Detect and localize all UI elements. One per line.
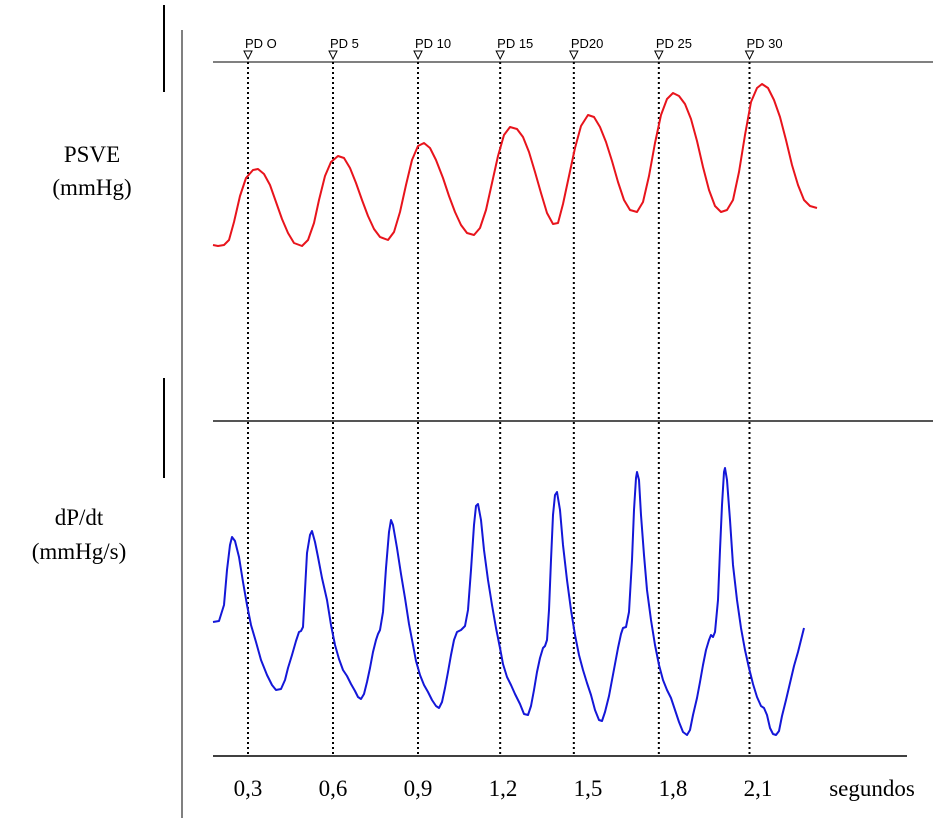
- marker-triangle-icon: [744, 50, 755, 61]
- x-tick-label: 0,6: [319, 776, 348, 801]
- marker-label: PD 15: [497, 36, 533, 51]
- marker-label: PD 10: [415, 36, 451, 51]
- psve-label: PSVE: [64, 142, 120, 167]
- psve-trace: [212, 83, 818, 247]
- x-tick-label: 0,9: [404, 776, 433, 801]
- x-tick-label: 1,8: [659, 776, 688, 801]
- psve-unit-label: (mmHg): [52, 175, 131, 200]
- marker-triangle-icon: [495, 50, 505, 61]
- marker-label: PD O: [245, 36, 277, 51]
- x-tick-label: 2,1: [744, 776, 773, 801]
- marker-label: PD20: [571, 36, 604, 51]
- marker-label: PD 25: [656, 36, 692, 51]
- marker-label: PD 5: [330, 36, 359, 51]
- marker-triangle-icon: [413, 50, 423, 61]
- x-tick-label: 0,3: [234, 776, 263, 801]
- marker-triangle-icon: [243, 50, 253, 61]
- dpdt-unit-label: (mmHg/s): [32, 539, 127, 564]
- marker-triangle-icon: [569, 50, 579, 61]
- x-tick-label: 1,2: [489, 776, 518, 801]
- marker-label: PD 30: [747, 36, 783, 51]
- dpdt-trace: [212, 467, 805, 736]
- marker-triangle-icon: [328, 50, 338, 61]
- x-unit-label: segundos: [829, 776, 915, 801]
- x-tick-label: 1,5: [574, 776, 603, 801]
- marker-triangle-icon: [654, 50, 664, 61]
- dpdt-label: dP/dt: [55, 505, 104, 530]
